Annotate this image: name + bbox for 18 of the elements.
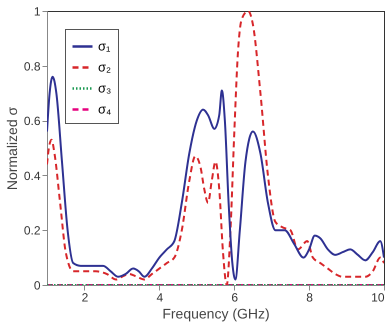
x-tick-label: 6 bbox=[231, 290, 238, 304]
x-tick-label: 2 bbox=[82, 290, 89, 304]
y-tick-label: 0.6 bbox=[24, 114, 41, 128]
legend-label: σ₂ bbox=[98, 60, 112, 74]
y-tick-label: 0.8 bbox=[24, 59, 41, 74]
legend-label: σ₃ bbox=[98, 80, 112, 96]
legend-label: σ₁ bbox=[98, 38, 112, 54]
y-tick-label: 0 bbox=[34, 278, 41, 292]
y-tick-label: 0.4 bbox=[24, 168, 41, 183]
x-tick-label: 10 bbox=[371, 290, 385, 304]
x-axis-title: Frequency (GHz) bbox=[162, 306, 270, 322]
x-tick-label: 8 bbox=[306, 290, 314, 304]
x-tick-label: 4 bbox=[156, 290, 164, 304]
y-axis-title: Normalized σ bbox=[4, 106, 20, 190]
legend-label: σ₄ bbox=[98, 102, 112, 116]
line-series bbox=[47, 76, 384, 281]
y-tick-label: 1 bbox=[34, 4, 41, 18]
y-tick-label: 0.2 bbox=[24, 224, 41, 238]
